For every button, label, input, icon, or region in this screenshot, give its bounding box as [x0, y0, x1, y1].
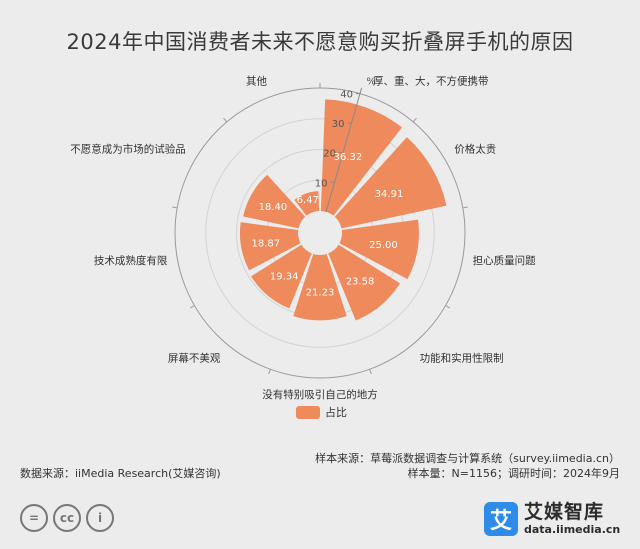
no-derivatives-icon: =: [20, 504, 48, 532]
chart-title: 2024年中国消费者未来不愿意购买折叠屏手机的原因: [66, 30, 574, 54]
polar-bar: [243, 174, 306, 229]
legend-swatch: [296, 405, 320, 419]
value-label: 19.34: [270, 272, 299, 283]
angular-tick: [445, 305, 451, 309]
category-label: 厚、重、大，不方便携带: [373, 74, 489, 87]
polar-bar: [320, 99, 402, 216]
polar-bar: [334, 137, 447, 229]
value-label: 36.32: [334, 152, 363, 163]
legend-label: 占比: [325, 406, 347, 419]
radial-axis-unit: %: [366, 77, 376, 88]
angular-tick: [462, 206, 468, 209]
sample-source: 样本来源：草莓派数据调查与计算系统（survey.iimedia.cn）: [315, 452, 620, 465]
category-label: 没有特别吸引自己的地方: [262, 388, 378, 401]
category-label: 屏幕不美观: [168, 352, 221, 365]
sample-size: 样本量：N=1156；调研时间：2024年9月: [407, 467, 620, 480]
iimedia-logo: 艾 艾媒智库 data.iimedia.cn: [484, 502, 620, 536]
value-label: 6.47: [297, 195, 319, 206]
angular-tick: [268, 369, 271, 375]
radial-axis-line: [325, 87, 363, 212]
polar-bar: [293, 253, 347, 321]
legend[interactable]: 占比: [296, 404, 347, 420]
angular-tick: [189, 305, 195, 309]
angular-tick: [369, 369, 372, 375]
category-label: 技术成熟度有限: [94, 254, 168, 267]
value-label: 18.87: [252, 239, 281, 250]
polar-bar: [339, 219, 419, 280]
angular-tick: [412, 117, 417, 123]
polar-bar: [251, 244, 312, 309]
polar-bar: [239, 222, 301, 271]
outer-ring: [174, 87, 466, 379]
logo-url: data.iimedia.cn: [524, 523, 621, 536]
radial-tick-label: 40: [340, 90, 353, 101]
radial-tick-label: 10: [315, 178, 328, 189]
value-label: 25.00: [369, 240, 398, 251]
logo-mark-icon: 艾: [484, 502, 518, 536]
radial-tick-label: 30: [332, 119, 345, 130]
category-label: 功能和实用性限制: [420, 352, 504, 365]
category-label: 价格太贵: [454, 143, 496, 156]
attribution-icon: i: [86, 504, 114, 532]
angular-tick: [223, 117, 228, 123]
polar-bar: [328, 244, 400, 321]
value-label: 34.91: [375, 189, 404, 200]
category-label: 其他: [246, 74, 267, 87]
logo-name: 艾媒智库: [524, 501, 605, 523]
category-label: 担心质量问题: [473, 254, 536, 267]
polar-bar: [294, 191, 320, 216]
value-label: 21.23: [306, 288, 335, 299]
value-label: 18.40: [259, 202, 288, 213]
category-label: 不愿意成为市场的试验品: [70, 143, 186, 156]
value-label: 23.58: [346, 277, 375, 288]
angular-tick: [172, 206, 178, 209]
data-source: 数据来源：iiMedia Research(艾媒咨询): [20, 467, 221, 480]
creative-commons-icon: cc: [53, 504, 81, 532]
radial-tick-label: 20: [323, 149, 336, 160]
grid-ring: [205, 118, 435, 348]
license-icons: = cc i: [20, 504, 114, 532]
